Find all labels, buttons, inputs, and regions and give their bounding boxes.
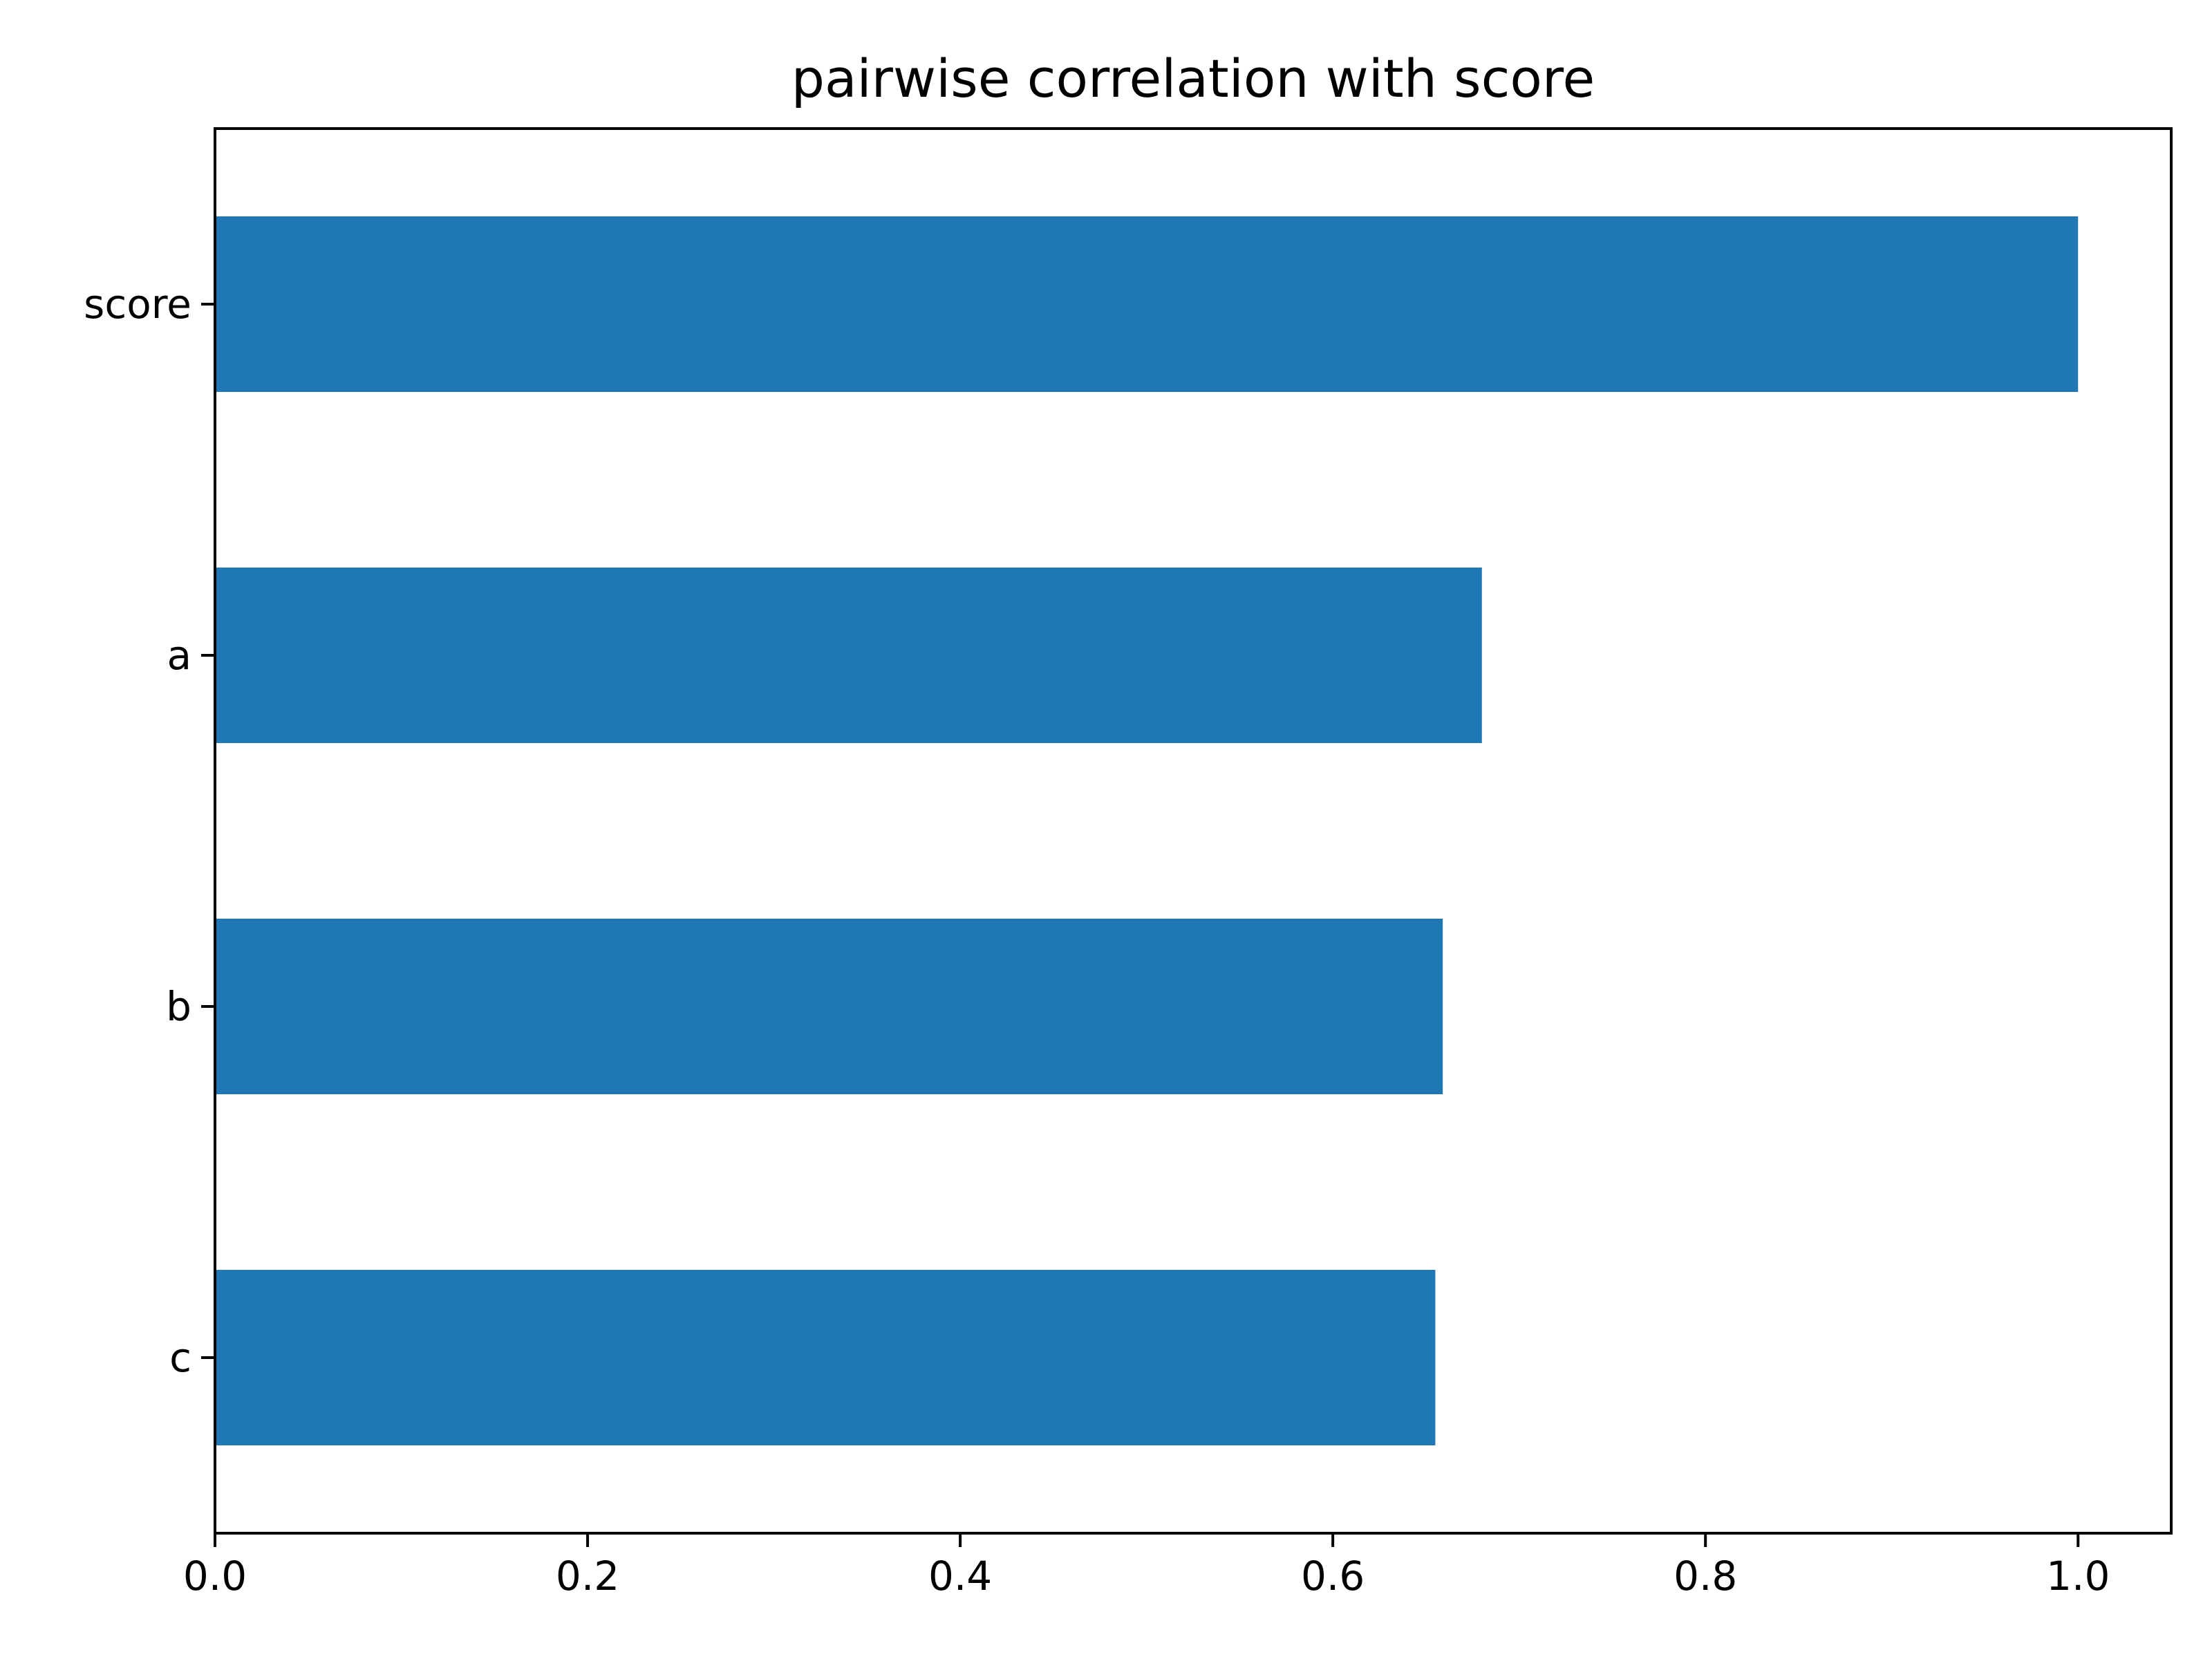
y-tick-label-a: a — [167, 632, 191, 679]
y-tick-label-b: b — [166, 983, 191, 1030]
y-tick-label-c: c — [169, 1334, 191, 1381]
bars-layer — [215, 216, 2079, 1445]
x-tick-label-0.0: 0.0 — [183, 1553, 247, 1600]
x-tick-label-1.0: 1.0 — [2046, 1553, 2110, 1600]
y-tick-label-score: score — [84, 281, 191, 328]
x-tick-label-0.2: 0.2 — [556, 1553, 619, 1600]
bar-a — [215, 568, 1482, 743]
bar-c — [215, 1270, 1436, 1445]
x-tick-label-0.6: 0.6 — [1301, 1553, 1365, 1600]
x-tick-label-0.8: 0.8 — [1674, 1553, 1737, 1600]
bar-score — [215, 216, 2079, 392]
x-tick-label-0.4: 0.4 — [928, 1553, 992, 1600]
bar-b — [215, 919, 1443, 1094]
plot-frame — [214, 127, 2173, 1535]
y-axis: score a b c — [84, 281, 215, 1381]
chart-title: pairwise correlation with score — [791, 48, 1595, 109]
x-axis: 0.0 0.2 0.4 0.6 0.8 1.0 — [183, 1533, 2110, 1600]
